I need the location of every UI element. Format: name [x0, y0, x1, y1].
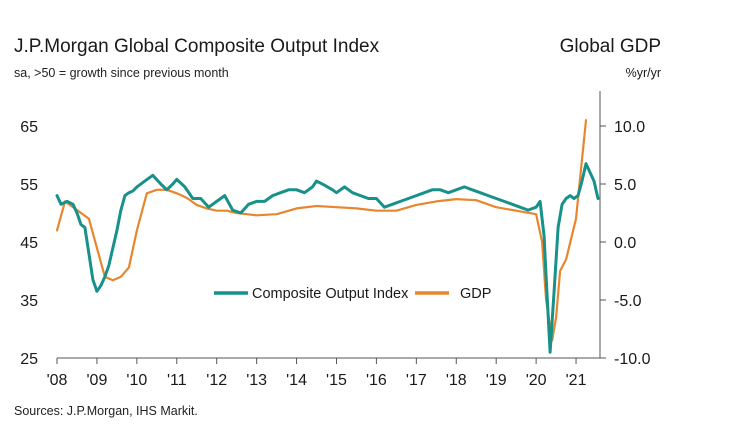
legend-gdp-label: GDP — [460, 286, 491, 302]
right-y-tick-label: 10.0 — [614, 119, 645, 136]
x-tick-label: '19 — [486, 372, 507, 389]
right-y-tick-label: -5.0 — [614, 293, 642, 310]
composite-index-series-line — [55, 162, 600, 354]
left-y-tick-label: 55 — [20, 177, 38, 194]
right-axis-unit: %yr/yr — [625, 66, 661, 80]
x-tick-label: '13 — [246, 372, 267, 389]
x-tick-label: '08 — [47, 372, 68, 389]
right-y-tick-label: 5.0 — [614, 177, 636, 194]
right-axis-title: Global GDP — [559, 36, 661, 57]
x-tick-label: '17 — [406, 372, 427, 389]
x-tick-label: '09 — [86, 372, 107, 389]
x-tick-label: '14 — [286, 372, 307, 389]
x-tick-label: '16 — [366, 372, 387, 389]
source-note: Sources: J.P.Morgan, IHS Markit. — [14, 404, 198, 418]
chart-title: J.P.Morgan Global Composite Output Index — [14, 36, 380, 57]
left-y-tick-label: 35 — [20, 293, 38, 310]
x-tick-label: '18 — [446, 372, 467, 389]
legend-composite-label: Composite Output Index — [252, 286, 409, 302]
gdp-series-line — [55, 119, 588, 342]
left-y-tick-label: 65 — [20, 119, 38, 136]
right-y-tick-label: 0.0 — [614, 235, 636, 252]
x-tick-label: '15 — [326, 372, 347, 389]
left-y-tick-label: 25 — [20, 351, 38, 368]
chart-subtitle: sa, >50 = growth since previous month — [14, 66, 229, 80]
x-tick-label: '20 — [526, 372, 547, 389]
left-y-tick-label: 45 — [20, 235, 38, 252]
x-tick-label: '11 — [167, 372, 187, 389]
right-y-tick-label: -10.0 — [614, 351, 651, 368]
x-tick-label: '10 — [126, 372, 147, 389]
x-tick-label: '12 — [206, 372, 227, 389]
x-tick-label: '21 — [566, 372, 587, 389]
